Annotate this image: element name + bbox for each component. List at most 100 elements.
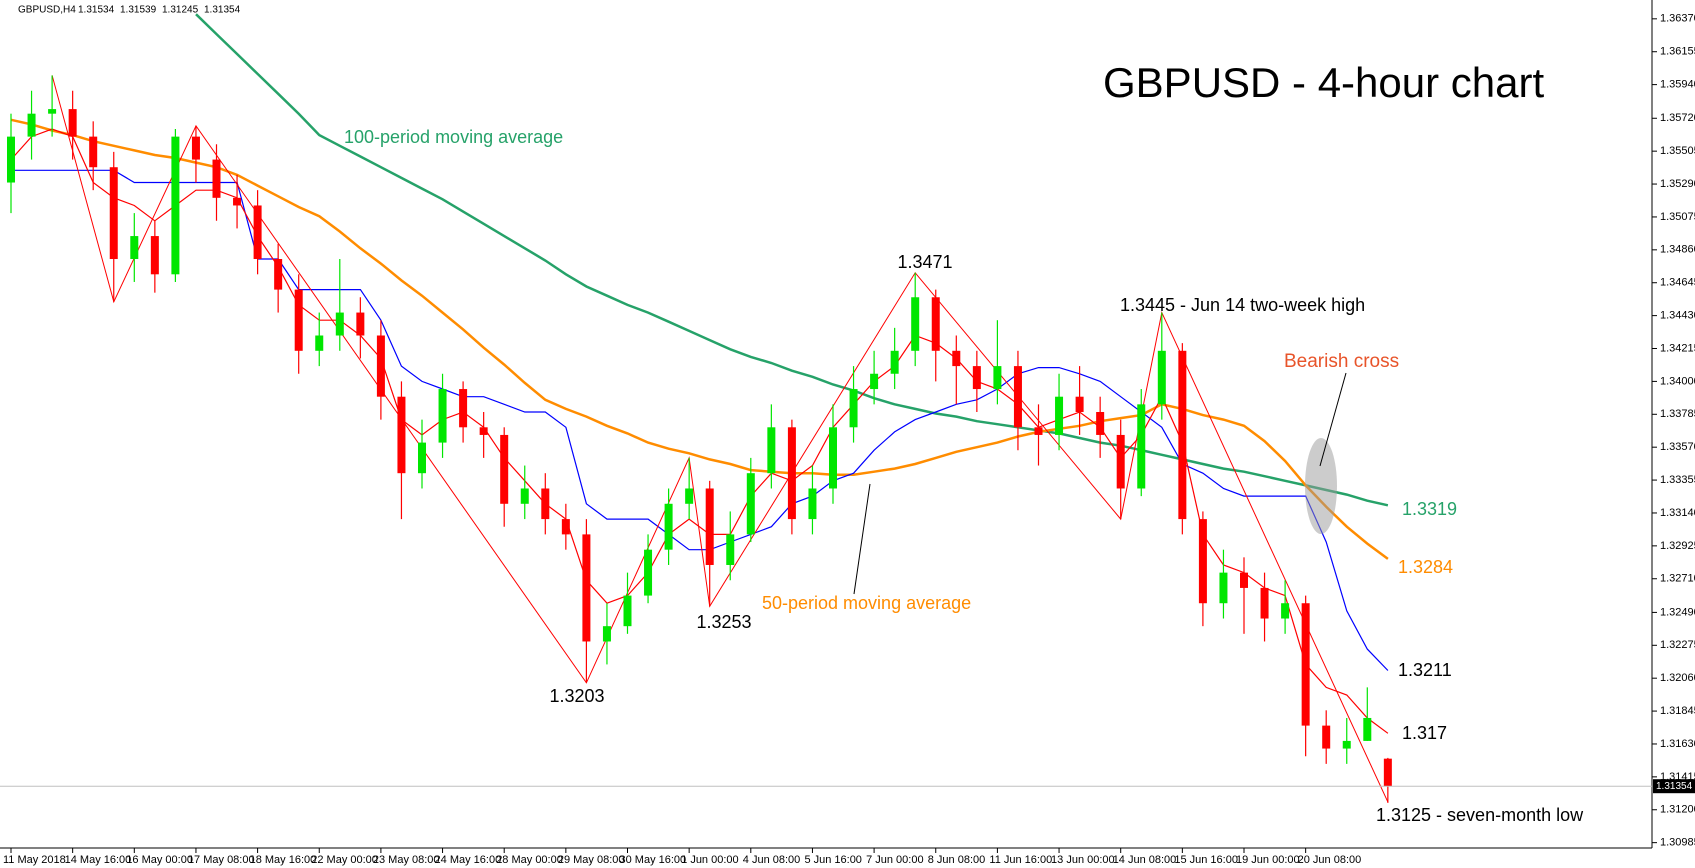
- ma-label: 50-period moving average: [762, 593, 971, 613]
- candle-body: [972, 366, 981, 390]
- candle-body: [561, 519, 570, 535]
- line-end-label: 1.3211: [1398, 660, 1452, 680]
- candle-body: [1363, 717, 1372, 741]
- candle-body: [1219, 572, 1228, 604]
- candle-body: [746, 473, 755, 535]
- candle-body: [1137, 404, 1146, 489]
- candle-body: [664, 503, 673, 550]
- y-tick-label: 1.31845: [1660, 705, 1695, 717]
- x-tick-label: 24 May 16:00: [435, 854, 502, 866]
- x-tick-label: 5 Jun 16:00: [804, 854, 862, 866]
- annotation: Bearish cross: [1284, 351, 1399, 372]
- y-tick-label: 1.35290: [1660, 178, 1695, 190]
- candle-body: [685, 488, 694, 504]
- y-tick-label: 1.33355: [1660, 474, 1695, 486]
- candle-body: [993, 366, 1002, 390]
- candle-body: [1260, 587, 1269, 619]
- ma-label: 100-period moving average: [344, 127, 563, 147]
- candle-body: [1383, 758, 1392, 787]
- last-price-box: [1653, 779, 1695, 794]
- x-tick-label: 7 Jun 00:00: [866, 854, 924, 866]
- candle-body: [191, 136, 200, 160]
- candle-body: [233, 197, 242, 206]
- x-tick-label: 14 May 16:00: [65, 854, 132, 866]
- x-tick-label: 19 Jun 00:00: [1236, 854, 1300, 866]
- y-tick-label: 1.36155: [1660, 46, 1695, 58]
- x-tick-label: 17 May 08:00: [188, 854, 255, 866]
- candle-body: [1055, 396, 1064, 435]
- candle-body: [150, 236, 159, 275]
- x-tick-label: 18 May 16:00: [250, 854, 317, 866]
- last-price-label: 1.31354: [1656, 781, 1693, 792]
- pointer-line: [853, 483, 871, 595]
- candle-body: [602, 626, 611, 642]
- candle-body: [274, 259, 283, 290]
- candle-body: [726, 534, 735, 565]
- candle-body: [541, 488, 550, 520]
- indicator-line: [195, 13, 1389, 507]
- x-tick-label: 8 Jun 08:00: [928, 854, 986, 866]
- candle-body: [1096, 411, 1105, 435]
- y-tick-label: 1.32275: [1660, 639, 1695, 651]
- candle-body: [1240, 572, 1248, 588]
- pointer-line: [1319, 372, 1347, 467]
- candle-body: [952, 350, 961, 367]
- candle-body: [849, 389, 858, 428]
- candle-body: [1116, 434, 1125, 489]
- candle-body: [767, 427, 776, 474]
- x-tick-label: 13 Jun 00:00: [1051, 854, 1115, 866]
- y-tick-label: 1.32490: [1660, 606, 1695, 618]
- candle-body: [911, 297, 920, 351]
- candle-body: [130, 236, 139, 260]
- annotation: 1.3125 - seven-month low: [1376, 805, 1584, 825]
- y-tick-label: 1.35505: [1660, 145, 1695, 157]
- candle-body: [459, 389, 468, 428]
- y-tick-label: 1.34645: [1660, 277, 1695, 289]
- candle-body: [705, 488, 714, 565]
- header-low: 1.31245: [162, 5, 199, 16]
- candle-body: [870, 373, 879, 390]
- indicator-line: [10, 118, 1389, 560]
- line-end-label: 1.3284: [1398, 557, 1453, 577]
- candle-body: [418, 442, 426, 474]
- candle-body: [1013, 366, 1022, 428]
- candle-body: [397, 396, 406, 474]
- candle-body: [787, 427, 796, 520]
- candle-body: [1157, 350, 1166, 405]
- zigzag-label: 1.3253: [696, 612, 751, 632]
- x-tick-label: 28 May 00:00: [496, 854, 563, 866]
- annotation: 1.3445 - Jun 14 two-week high: [1120, 295, 1365, 315]
- x-tick-label: 16 May 00:00: [126, 854, 193, 866]
- candle-body: [500, 434, 509, 504]
- x-tick-label: 11 May 2018: [3, 854, 66, 866]
- zigzag-label: 1.3471: [897, 252, 952, 272]
- y-tick-label: 1.31630: [1660, 738, 1695, 750]
- header-high: 1.31539: [120, 5, 157, 16]
- candle-body: [582, 534, 591, 642]
- y-tick-label: 1.35940: [1660, 79, 1695, 91]
- candle-body: [7, 136, 15, 183]
- y-tick-label: 1.32060: [1660, 672, 1695, 684]
- x-tick-label: 11 Jun 16:00: [989, 854, 1052, 866]
- symbol: GBPUSD,H4: [18, 5, 76, 16]
- y-tick-label: 1.35720: [1660, 112, 1695, 124]
- candle-body: [808, 488, 817, 520]
- candle-body: [48, 109, 57, 114]
- x-tick-label: 14 Jun 08:00: [1113, 854, 1177, 866]
- y-tick-label: 1.36370: [1660, 13, 1695, 25]
- candle-body: [644, 549, 653, 596]
- candle-body: [1342, 740, 1351, 749]
- y-tick-label: 1.32925: [1660, 540, 1695, 552]
- line-end-label: 1.317: [1402, 723, 1447, 743]
- indicator-line: [11, 169, 1389, 671]
- candle-body: [890, 350, 899, 374]
- candle-body: [829, 427, 837, 489]
- candle-body: [1075, 396, 1084, 412]
- x-tick-label: 22 May 00:00: [311, 854, 378, 866]
- y-tick-label: 1.34000: [1660, 375, 1695, 387]
- y-tick-label: 1.30985: [1660, 837, 1695, 849]
- candle-body: [294, 289, 303, 351]
- candle-body: [438, 389, 447, 443]
- x-tick-label: 15 Jun 16:00: [1174, 854, 1238, 866]
